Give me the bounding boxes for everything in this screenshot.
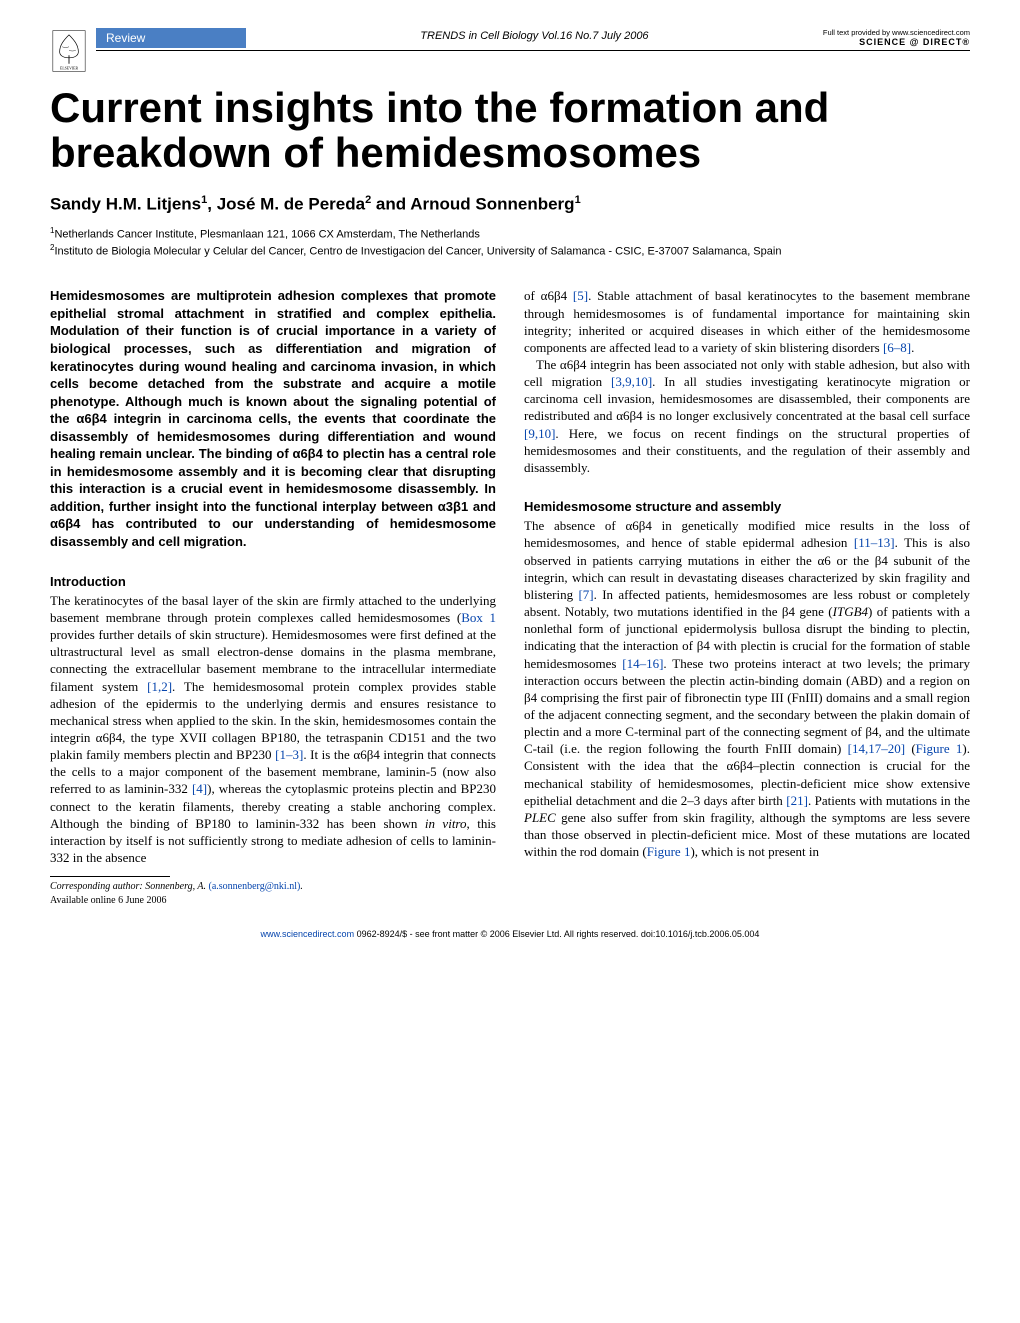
structure-assembly-paragraph: The absence of α6β4 in genetically modif… [524,517,970,860]
affiliation-2: 2Instituto de Biologia Molecular y Celul… [50,243,970,260]
right-paragraph-1: of α6β4 [5]. Stable attachment of basal … [524,287,970,356]
sciencedirect-label: SCIENCE @ DIRECT® [823,37,970,47]
header-rule [96,50,970,51]
top-bar: ELSEVIER Review TRENDS in Cell Biology V… [50,28,970,75]
affiliation-1: 1Netherlands Cancer Institute, Plesmanla… [50,226,970,243]
review-badge: Review [96,28,246,48]
svg-text:ELSEVIER: ELSEVIER [60,67,78,71]
two-column-layout: Hemidesmosomes are multiprotein adhesion… [50,287,970,907]
corresponding-label: Corresponding author: Sonnenberg, A. [50,881,209,892]
fulltext-box: Full text provided by www.sciencedirect.… [823,28,970,47]
right-paragraph-2: The α6β4 integrin has been associated no… [524,356,970,476]
available-online-date: Available online 6 June 2006 [50,894,496,907]
corresponding-author: Corresponding author: Sonnenberg, A. (a.… [50,880,496,893]
article-title: Current insights into the formation and … [50,85,970,176]
corresponding-rule [50,876,170,877]
introduction-heading: Introduction [50,573,496,590]
structure-assembly-heading: Hemidesmosome structure and assembly [524,498,970,515]
tree-icon: ELSEVIER [52,29,86,73]
footer-copyright: 0962-8924/$ - see front matter © 2006 El… [354,929,759,939]
fulltext-provided-label: Full text provided by www.sciencedirect.… [823,28,970,37]
introduction-paragraph: The keratinocytes of the basal layer of … [50,592,496,867]
elsevier-logo: ELSEVIER [50,28,88,74]
authors-line: Sandy H.M. Litjens1, José M. de Pereda2 … [50,194,970,215]
affiliations-block: 1Netherlands Cancer Institute, Plesmanla… [50,226,970,259]
abstract-text: Hemidesmosomes are multiprotein adhesion… [50,287,496,550]
footer-url[interactable]: www.sciencedirect.com [261,929,355,939]
page-footer: www.sciencedirect.com 0962-8924/$ - see … [50,925,970,939]
journal-info: TRENDS in Cell Biology Vol.16 No.7 July … [246,28,823,42]
corresponding-email[interactable]: (a.sonnenberg@nki.nl) [209,881,301,892]
page-container: ELSEVIER Review TRENDS in Cell Biology V… [0,0,1020,959]
left-column: Hemidesmosomes are multiprotein adhesion… [50,287,496,907]
right-column: of α6β4 [5]. Stable attachment of basal … [524,287,970,907]
